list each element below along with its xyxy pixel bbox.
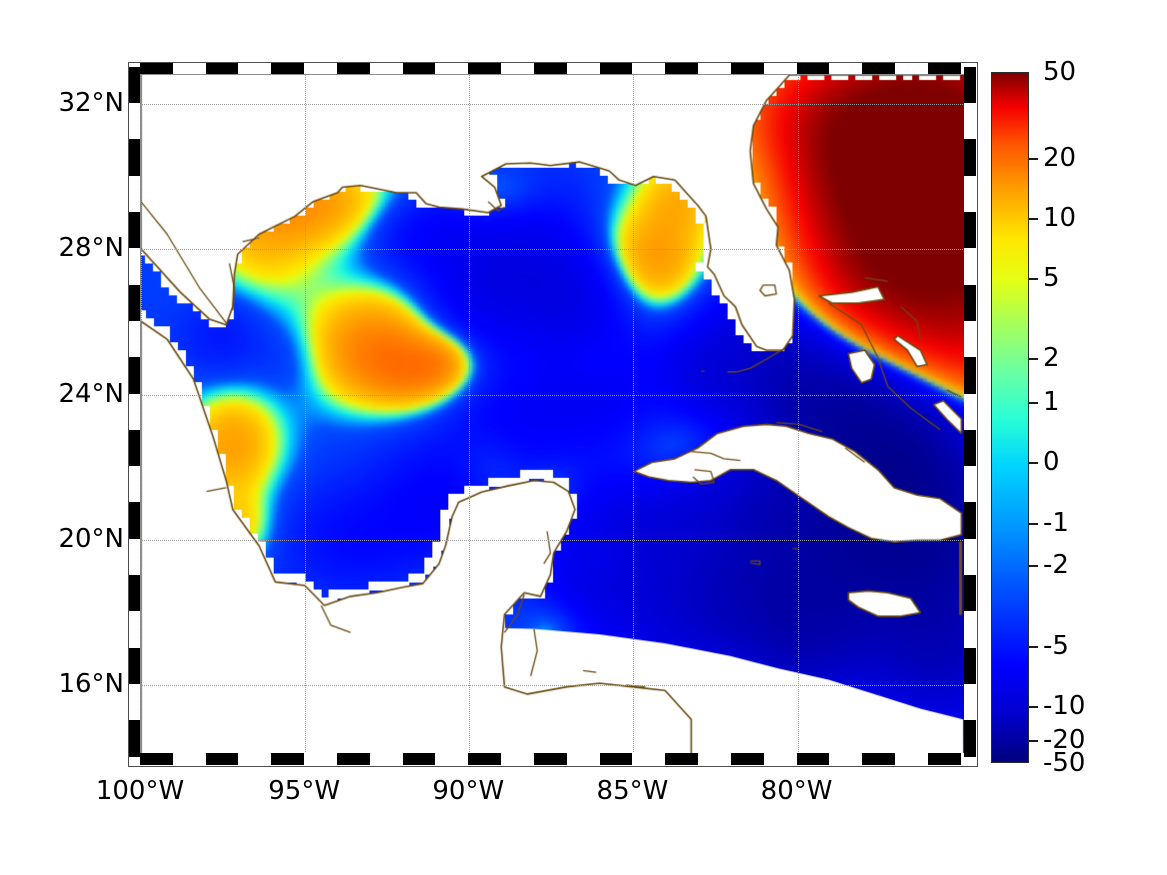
map-frame-segment [862,62,896,74]
map-panel [128,62,978,767]
colorbar-tick-label: 10 [1043,202,1077,233]
colorbar-tick-label: -50 [1043,748,1086,778]
map-frame-segment [599,62,633,74]
x-tick-label: 80°W [760,776,833,806]
x-tick-label: 95°W [268,776,341,806]
x-tick-label: 90°W [432,776,505,806]
map-frame-segment [140,62,173,74]
colorbar-tick-mark [1029,217,1038,220]
map-frame-segment [964,139,976,176]
colorbar-tick-mark [1029,522,1038,525]
map-frame-band [964,62,976,765]
map-frame-segment [964,429,976,467]
map-frame-segment [128,284,140,321]
map-frame-segment [205,753,239,765]
map-frame-segment [336,753,370,765]
colorbar-tick-label: -20 [1043,724,1086,755]
colorbar-tick-label: -1 [1043,507,1069,538]
y-tick-label: 28°N [58,233,124,264]
map-frame-segment [796,753,830,765]
colorbar-tick-mark [1029,461,1038,464]
colorbar-tick-label: 50 [1043,57,1077,87]
anomaly-heatmap [141,75,965,754]
map-frame-band [128,62,140,765]
map-frame-segment [140,753,173,765]
map-frame-segment [964,502,976,539]
map-frame-segment [128,357,140,394]
map-frame-segment [128,720,140,757]
map-frame-segment [964,284,976,321]
map-frame-segment [402,62,436,74]
y-tick-label: 24°N [58,378,124,409]
map-frame-segment [128,647,140,684]
x-tick-label: 100°W [95,776,185,806]
map-frame-segment [468,62,502,74]
map-frame-segment [964,647,976,684]
colorbar-tick-label: -5 [1043,630,1069,661]
y-tick-label: 32°N [58,88,124,119]
map-frame-segment [533,753,567,765]
colorbar-tick-label: 5 [1043,262,1060,293]
colorbar-tick-mark [1029,158,1038,161]
map-frame-segment [128,429,140,467]
map-frame-segment [271,753,305,765]
x-tick-label: 85°W [596,776,669,806]
colorbar-tick-mark [1029,645,1038,648]
map-frame-segment [730,62,764,74]
map-frame-segment [128,502,140,539]
map-plot-area [140,74,966,755]
map-frame-segment [468,753,502,765]
colorbar-tick-mark [1029,565,1038,568]
colorbar-tick-mark [1029,705,1038,708]
map-frame-segment [205,62,239,74]
map-frame-segment [599,753,633,765]
colorbar-tick-label: -10 [1043,690,1086,721]
map-frame-segment [128,139,140,176]
map-frame-segment [964,357,976,394]
colorbar-tick-mark [1029,358,1038,361]
y-tick-label: 16°N [58,669,124,699]
colorbar-tick-label: 2 [1043,343,1060,374]
colorbar-tick-mark [1029,739,1038,742]
map-frame-segment [128,66,140,104]
map-frame-segment [665,753,699,765]
map-frame-segment [730,753,764,765]
map-frame-segment [796,62,830,74]
colorbar-tick-label: 1 [1043,386,1060,417]
map-frame-segment [964,720,976,757]
colorbar: 50 20 10 5 2 1 0 -1 -2 -5 -10 -20 -50 [991,57,1085,778]
colorbar-tick-mark [1029,401,1038,404]
y-tick-label: 20°N [58,523,124,554]
map-frame-segment [271,62,305,74]
map-frame-segment [533,62,567,74]
map-frame-segment [862,753,896,765]
colorbar-tick-label: 20 [1043,143,1077,174]
map-frame-segment [128,575,140,612]
map-frame-segment [402,753,436,765]
map-frame-segment [665,62,699,74]
colorbar-tick-label: 0 [1043,446,1060,477]
map-frame-segment [964,66,976,104]
colorbar-gradient [991,72,1029,763]
map-frame-band [128,62,976,74]
map-frame-segment [927,753,961,765]
map-frame-segment [927,62,961,74]
map-frame-segment [336,62,370,74]
map-frame-segment [964,575,976,612]
map-frame-band [128,753,976,765]
map-frame-segment [964,211,976,249]
map-frame-segment [128,211,140,249]
colorbar-tick-mark [1029,277,1038,280]
colorbar-tick-label: -2 [1043,550,1069,581]
